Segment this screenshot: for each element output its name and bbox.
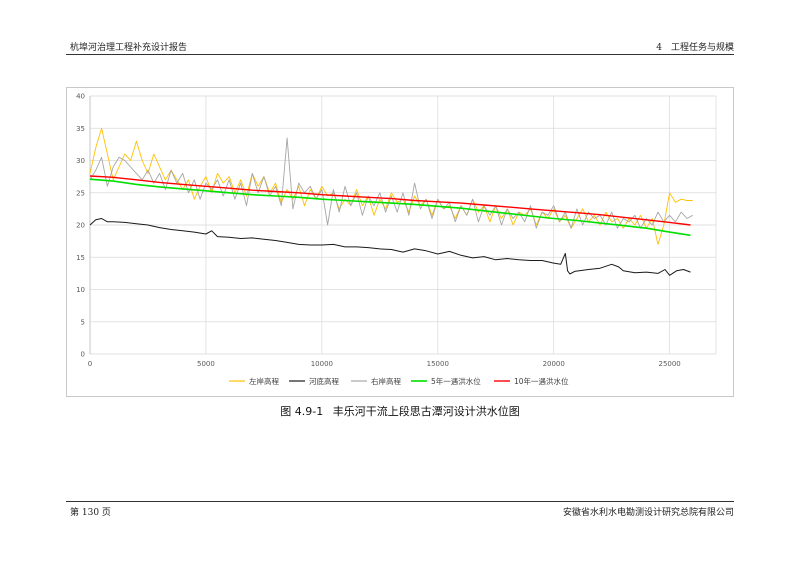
legend-label: 河底高程 bbox=[309, 376, 339, 386]
chart-frame bbox=[66, 87, 734, 397]
series-line-4 bbox=[89, 175, 691, 226]
y-tick-label: 5 bbox=[81, 318, 85, 326]
legend-item-2: 右岸高程 bbox=[351, 376, 401, 386]
legend-label: 右岸高程 bbox=[371, 376, 401, 386]
page-header: 杭埠河治理工程补充设计报告 4 工程任务与规模 bbox=[70, 40, 734, 54]
x-tick-label: 0 bbox=[88, 360, 92, 368]
legend-label: 5年一遇洪水位 bbox=[431, 376, 481, 386]
series-line-1 bbox=[89, 218, 691, 276]
y-tick-label: 25 bbox=[76, 189, 85, 197]
x-tick-label: 5000 bbox=[197, 360, 215, 368]
legend-item-3: 5年一遇洪水位 bbox=[411, 376, 481, 386]
figure-number: 图 4.9-1 bbox=[280, 405, 324, 418]
figure-caption: 图 4.9-1 丰乐河干流上段思古潭河设计洪水位图 bbox=[0, 403, 800, 419]
series-line-2 bbox=[89, 137, 694, 229]
legend-item-1: 河底高程 bbox=[289, 376, 339, 386]
legend-label: 左岸高程 bbox=[249, 376, 279, 386]
header-document-title: 杭埠河治理工程补充设计报告 bbox=[70, 43, 188, 53]
legend-item-0: 左岸高程 bbox=[229, 376, 279, 386]
header-rule bbox=[66, 54, 734, 55]
footer-rule bbox=[66, 501, 734, 502]
y-tick-label: 30 bbox=[76, 157, 85, 165]
figure-title: 丰乐河干流上段思古潭河设计洪水位图 bbox=[332, 405, 520, 418]
x-tick-label: 20000 bbox=[543, 360, 565, 368]
chart-grid bbox=[89, 95, 716, 355]
legend-item-4: 10年一遇洪水位 bbox=[494, 376, 569, 386]
y-tick-label: 10 bbox=[76, 286, 85, 294]
y-tick-label: 20 bbox=[76, 222, 85, 230]
footer-organization: 安徽省水利水电勘测设计研究总院有限公司 bbox=[562, 508, 734, 518]
page-footer: 第 130 页 安徽省水利水电勘测设计研究总院有限公司 bbox=[70, 505, 734, 519]
y-tick-label: 40 bbox=[76, 93, 85, 101]
series-line-3 bbox=[89, 178, 691, 237]
y-tick-label: 15 bbox=[76, 254, 85, 262]
chart-series bbox=[89, 127, 694, 276]
x-tick-label: 15000 bbox=[427, 360, 449, 368]
header-chapter-title: 4 工程任务与规模 bbox=[656, 43, 734, 53]
page-number: 第 130 页 bbox=[70, 508, 111, 518]
chart-axes: 0 5 10 15 20 25 30 35 40 0 5000 10000 15000 20000 2500… bbox=[76, 93, 717, 368]
series-line-0 bbox=[89, 127, 693, 245]
y-tick-label: 35 bbox=[76, 125, 85, 133]
x-tick-label: 25000 bbox=[658, 360, 680, 368]
x-tick-label: 10000 bbox=[311, 360, 333, 368]
y-tick-label: 0 bbox=[81, 351, 85, 359]
chart-legend: 左岸高程 河底高程 右岸高程 5年一遇洪水位 10年一遇洪水位 bbox=[229, 376, 569, 386]
legend-label: 10年一遇洪水位 bbox=[514, 376, 569, 386]
